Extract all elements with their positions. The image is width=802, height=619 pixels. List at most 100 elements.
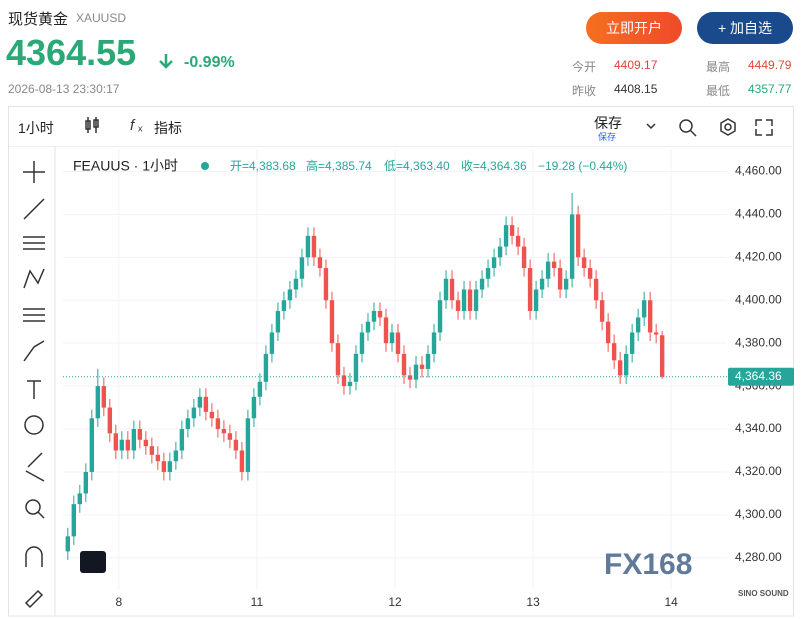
title: 现货黄金	[8, 11, 69, 28]
candle-body	[563, 278, 569, 290]
candle-body	[407, 375, 413, 380]
open-account-button[interactable]: 立即开户	[586, 12, 682, 44]
y-tick-label: 4,280.00	[735, 550, 782, 564]
candle-body	[539, 278, 545, 290]
candle-body	[299, 257, 305, 279]
x-tick-label: 14	[664, 595, 678, 609]
candle-body	[557, 268, 563, 290]
toolbar-icons	[646, 118, 773, 137]
candle-body	[281, 300, 287, 311]
candle-body	[311, 235, 317, 258]
candle-body	[317, 257, 323, 269]
stat-value: 4357.77	[748, 82, 792, 96]
candle-body	[461, 289, 467, 311]
candle-body	[389, 332, 395, 344]
status-dot	[201, 162, 209, 170]
candle-body	[599, 300, 605, 322]
candle-body	[569, 214, 575, 279]
candle-body	[485, 268, 491, 279]
add-watch-button[interactable]: + 加自选	[697, 12, 793, 44]
candle-body	[83, 471, 89, 494]
stat-value: 4408.15	[614, 82, 658, 96]
y-tick-label: 4,440.00	[735, 207, 782, 221]
watermark-sub: SINO SOUND	[738, 589, 789, 598]
candle-body	[395, 332, 401, 354]
candle-body	[575, 214, 581, 258]
candle-body	[497, 246, 503, 258]
candle-body	[413, 364, 419, 380]
candle-body	[245, 418, 251, 472]
candle-body	[401, 353, 407, 376]
candle-body	[113, 433, 119, 451]
indicators-button[interactable]: 指标	[154, 120, 182, 136]
x-tick-label: 12	[388, 595, 402, 609]
candle-body	[269, 332, 275, 354]
candle-body	[191, 407, 197, 419]
candle-type-icon[interactable]	[82, 115, 102, 135]
candle-body	[377, 310, 383, 318]
interval-button[interactable]: 1小时	[18, 120, 54, 136]
candle-body	[155, 454, 161, 462]
candle-body	[131, 429, 137, 451]
candle-body	[287, 289, 293, 301]
candle-body	[77, 493, 83, 505]
candle-body	[263, 353, 269, 382]
candle-body	[215, 418, 221, 430]
candle-body	[101, 386, 107, 408]
candle-body	[251, 396, 257, 419]
legend-high: 高=4,385.74	[306, 158, 372, 173]
svg-text:x: x	[138, 123, 143, 133]
candle-body	[641, 300, 647, 318]
candle-body	[647, 300, 653, 333]
candle-body	[335, 343, 341, 376]
candle-body	[95, 386, 101, 419]
candle-body	[611, 343, 617, 361]
stat-value: 4449.79	[748, 58, 792, 72]
y-tick-label: 4,380.00	[735, 335, 782, 349]
candle-body	[275, 310, 281, 333]
candle-body	[125, 439, 131, 451]
candle-body	[305, 235, 311, 258]
candle-body	[635, 317, 641, 333]
candle-body	[449, 278, 455, 301]
candle-body	[659, 335, 665, 377]
candle-body	[581, 257, 587, 269]
candle-body	[107, 407, 113, 434]
y-tick-label: 4,420.00	[735, 249, 782, 263]
svg-text:f: f	[130, 117, 136, 134]
candle-body	[233, 439, 239, 451]
candle-body	[431, 332, 437, 354]
candle-body	[443, 278, 449, 301]
candle-body	[167, 461, 173, 472]
save-button[interactable]: 保存	[594, 115, 622, 131]
candle-body	[605, 321, 611, 344]
candle-body	[551, 261, 557, 269]
last-price-tag	[728, 367, 794, 386]
candle-body	[503, 225, 509, 247]
candle-body	[71, 504, 77, 537]
candle-body	[143, 439, 149, 447]
candle-body	[119, 439, 125, 451]
candle-body	[227, 433, 233, 440]
candle-body	[545, 261, 551, 279]
last-price-label: 4,364.36	[735, 369, 782, 383]
candle-body	[491, 257, 497, 269]
y-tick-label: 4,400.00	[735, 292, 782, 306]
y-tick-label: 4,320.00	[735, 464, 782, 478]
candle-body	[533, 289, 539, 311]
candle-body	[293, 278, 299, 290]
down-arrow	[159, 54, 173, 69]
candle-body	[329, 300, 335, 344]
candle-body	[359, 332, 365, 354]
stat-value: 4409.17	[614, 58, 658, 72]
y-tick-label: 4,340.00	[735, 421, 782, 435]
watermark-brand: FX168	[604, 548, 692, 581]
candle-body	[587, 268, 593, 279]
candle-body	[467, 289, 473, 311]
candle-body	[455, 300, 461, 311]
candle-body	[383, 317, 389, 344]
candle-body	[179, 429, 185, 451]
